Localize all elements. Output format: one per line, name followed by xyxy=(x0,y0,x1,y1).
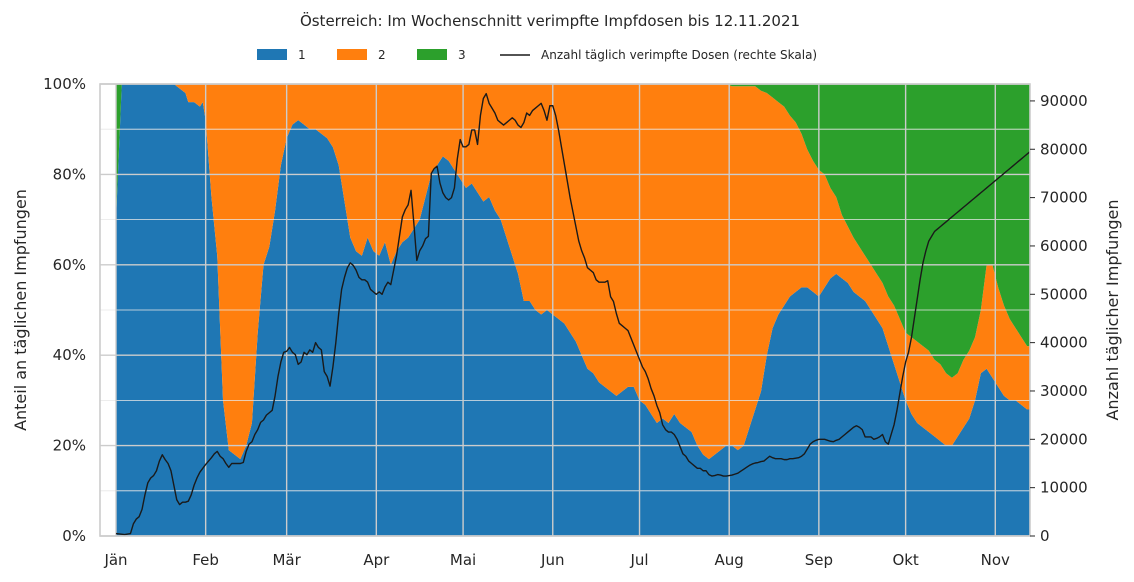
legend-swatch-1 xyxy=(257,49,287,60)
left-tick-label: 100% xyxy=(43,75,86,93)
legend-label: 1 xyxy=(298,48,306,62)
area-dose-1 xyxy=(116,84,1030,536)
x-tick-label: Jun xyxy=(540,551,564,569)
right-tick-label: 60000 xyxy=(1040,237,1088,255)
x-tick-label: Mär xyxy=(272,551,301,569)
right-axis-label: Anzahl täglicher Impfungen xyxy=(1103,199,1122,420)
left-tick-label: 40% xyxy=(53,346,86,364)
x-tick-label: Apr xyxy=(363,551,390,569)
right-tick-label: 50000 xyxy=(1040,285,1088,303)
left-tick-label: 80% xyxy=(53,165,86,183)
left-axis-ticks: 0% 20% 40% 60% 80% 100% xyxy=(43,75,86,545)
stacked-area-layer xyxy=(116,84,1030,536)
area-dose-3 xyxy=(116,84,1030,378)
plot-frame xyxy=(99,83,1031,537)
x-tick-label: Nov xyxy=(981,551,1010,569)
legend: 1 2 3 Anzahl täglich verimpfte Dosen (recht… xyxy=(257,48,817,62)
right-tick-label: 70000 xyxy=(1040,189,1088,207)
left-tick-label: 60% xyxy=(53,256,86,274)
x-axis-ticks: Jän Feb Mär Apr Mai Jun Jul Aug Sep Okt Nov xyxy=(103,551,1010,569)
left-axis-label: Anteil an täglichen Impfungen xyxy=(11,189,30,431)
right-axis-ticks: 0 10000 20000 30000 40000 50000 60000 70000 8000… xyxy=(1030,92,1088,545)
legend-label: 3 xyxy=(458,48,466,62)
right-tick-label: 80000 xyxy=(1040,140,1088,158)
daily-doses-line-layer xyxy=(116,92,1030,536)
x-tick-label: Feb xyxy=(192,551,219,569)
x-tick-label: Jul xyxy=(629,551,648,569)
right-tick-label: 30000 xyxy=(1040,382,1088,400)
legend-label: Anzahl täglich verimpfte Dosen (rechte S… xyxy=(541,48,817,62)
right-tick-label: 20000 xyxy=(1040,430,1088,448)
x-tick-label: Sep xyxy=(805,551,833,569)
x-tick-label: Mai xyxy=(450,551,476,569)
line-daily-doses xyxy=(116,92,1030,536)
x-tick-label: Aug xyxy=(715,551,744,569)
legend-swatch-2 xyxy=(337,49,367,60)
x-tick-label: Jän xyxy=(103,551,127,569)
right-tick-label: 0 xyxy=(1040,527,1050,545)
right-tick-label: 90000 xyxy=(1040,92,1088,110)
legend-label: 2 xyxy=(378,48,386,62)
chart-title: Österreich: Im Wochenschnitt verimpfte I… xyxy=(300,11,800,30)
area-dose-2 xyxy=(116,84,1030,460)
left-tick-label: 0% xyxy=(62,527,86,545)
x-tick-label: Okt xyxy=(892,551,918,569)
right-tick-label: 10000 xyxy=(1040,479,1088,497)
left-tick-label: 20% xyxy=(53,437,86,455)
legend-swatch-3 xyxy=(417,49,447,60)
right-tick-label: 40000 xyxy=(1040,334,1088,352)
